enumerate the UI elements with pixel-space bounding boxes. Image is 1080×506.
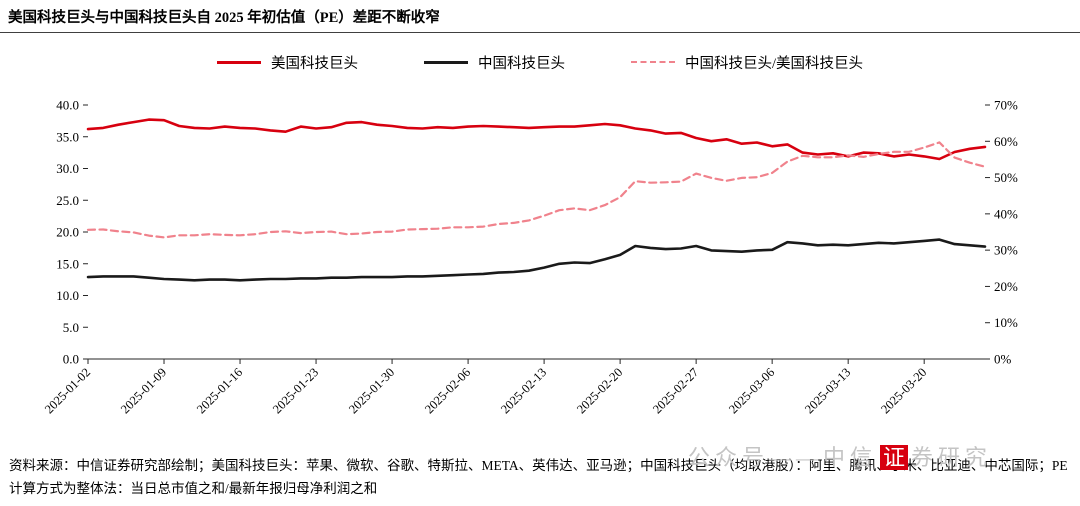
x-axis-label: 2025-02-13 <box>498 365 549 416</box>
x-axis-label: 2025-01-30 <box>346 365 397 416</box>
x-axis-label: 2025-02-27 <box>650 365 701 416</box>
right-axis-label: 60% <box>994 134 1018 149</box>
x-axis-label: 2025-01-02 <box>42 365 93 416</box>
cn-us-ratio-line <box>86 141 987 239</box>
left-axis-label: 35.0 <box>56 129 79 144</box>
right-axis-label: 20% <box>994 279 1018 294</box>
left-axis-label: 5.0 <box>63 320 79 335</box>
x-axis-label: 2025-01-09 <box>118 365 169 416</box>
x-axis-label: 2025-03-20 <box>878 365 929 416</box>
left-axis-label: 25.0 <box>56 193 79 208</box>
x-axis-label: 2025-02-06 <box>422 365 473 416</box>
watermark: 公众号——中信证券研究 <box>688 440 992 472</box>
watermark-text-suffix: 券研究 <box>911 445 993 470</box>
chart-legend: 美国科技巨头 中国科技巨头 中国科技巨头/美国科技巨头 <box>0 51 1080 73</box>
watermark-logo: 证 <box>880 445 909 470</box>
x-axis-label: 2025-01-23 <box>270 365 321 416</box>
figure-title-bar: 美国科技巨头与中国科技巨头自 2025 年初估值（PE）差距不断收窄 <box>0 0 1080 33</box>
legend-label: 中国科技巨头/美国科技巨头 <box>684 55 864 72</box>
legend-line-sample <box>423 60 468 64</box>
china-tech-pe-line <box>86 238 987 282</box>
right-axis-label: 10% <box>994 315 1018 330</box>
legend-item-china-tech-pe-line: 中国科技巨头 <box>423 52 565 73</box>
legend-item-us-tech-pe-line: 美国科技巨头 <box>216 52 358 73</box>
right-axis-label: 70% <box>994 98 1018 113</box>
left-axis-label: 15.0 <box>56 256 79 271</box>
figure-title: 美国科技巨头与中国科技巨头自 2025 年初估值（PE）差距不断收窄 <box>8 10 440 26</box>
right-axis-label: 0% <box>994 352 1012 367</box>
x-axis-label: 2025-03-06 <box>726 365 777 416</box>
source-note: 资料来源：中信证券研究部绘制；美国科技巨头：苹果、微软、谷歌、特斯拉、META、… <box>9 458 1068 497</box>
pe-line-chart: 40.0 35.0 30.0 25.0 20.0 15.0 10.0 5.0 0.0 70% 60%… <box>42 98 1018 417</box>
left-axis-label: 20.0 <box>56 225 79 240</box>
legend-item-cn-us-ratio-line: 中国科技巨头/美国科技巨头 <box>630 52 864 73</box>
legend-label: 美国科技巨头 <box>270 55 358 72</box>
legend-line-sample <box>630 61 675 63</box>
x-axis-label: 2025-01-16 <box>194 365 245 416</box>
left-axis-label: 40.0 <box>56 98 79 113</box>
watermark-text-prefix: 公众号——中信 <box>688 445 878 470</box>
right-axis-label: 50% <box>994 170 1018 185</box>
x-axis-label: 2025-03-13 <box>802 365 853 416</box>
left-axis-label: 0.0 <box>63 352 79 367</box>
left-axis-label: 10.0 <box>56 288 79 303</box>
right-axis-label: 30% <box>994 243 1018 258</box>
us-tech-pe-line <box>86 118 987 161</box>
legend-label: 中国科技巨头 <box>477 55 565 72</box>
left-axis-label: 30.0 <box>56 161 79 176</box>
legend-line-sample <box>216 60 261 64</box>
x-axis-label: 2025-02-20 <box>574 365 625 416</box>
right-axis-label: 40% <box>994 206 1018 221</box>
